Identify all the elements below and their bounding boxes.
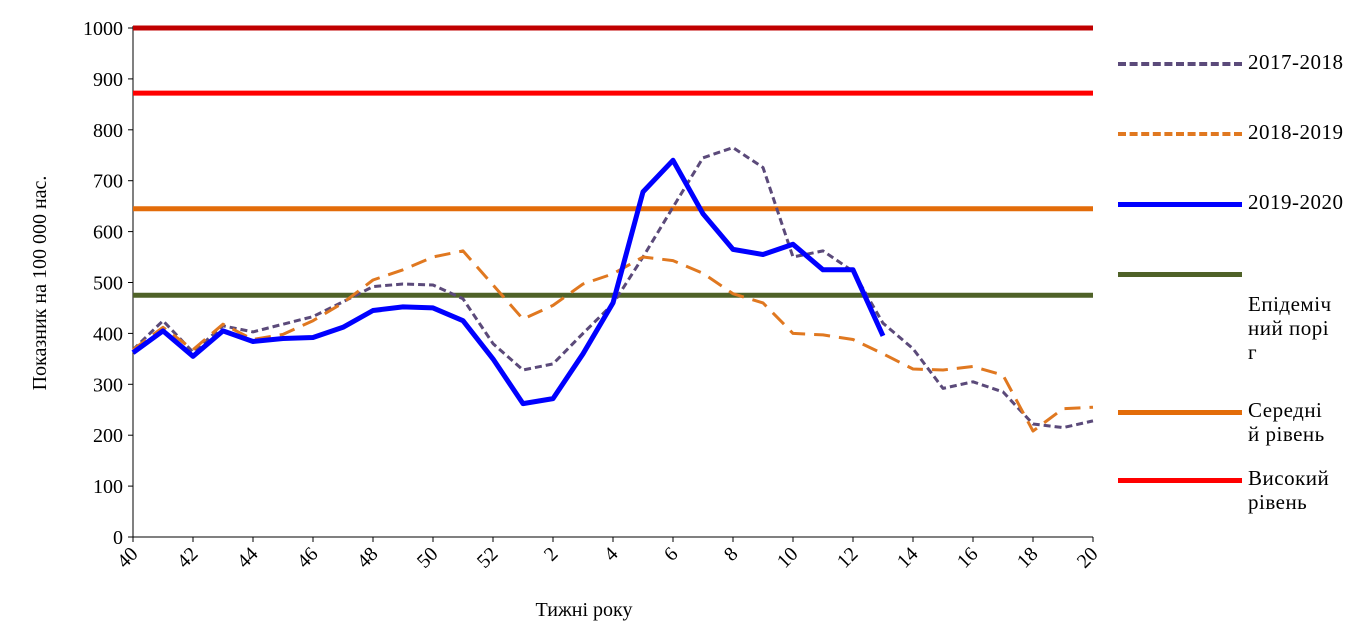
x-tick-label: 20	[1073, 543, 1103, 573]
series-line	[131, 146, 1094, 430]
x-tick-label: 6	[660, 543, 683, 566]
x-axis-title: Тижні року	[536, 599, 633, 621]
legend-label-medium: Середній рівень	[1248, 398, 1325, 446]
x-tick-label: 18	[1013, 543, 1043, 573]
x-tick-label: 2	[540, 543, 563, 566]
x-tick-label: 14	[893, 543, 923, 573]
legend-swatch-2018-2019	[1118, 132, 1242, 136]
x-tick-label: 42	[173, 543, 203, 573]
x-tick-labels: 40 42 44 46 48 50 52 2 4 6 8 10 12 14 16 18 20	[113, 537, 1103, 573]
y-axis-title: Показник на 100 000 нас.	[29, 176, 51, 391]
y-tick-label: 900	[93, 69, 123, 91]
legend-swatch-2019-2020	[1118, 202, 1242, 207]
legend-label-2017-2018: 2017-2018	[1248, 50, 1344, 74]
x-tick-label: 52	[473, 543, 503, 573]
y-tick-label: 300	[93, 374, 123, 396]
y-tick-label: 0	[113, 527, 123, 549]
x-tick-label: 4	[600, 543, 623, 566]
legend-label-2019-2020: 2019-2020	[1248, 190, 1344, 214]
series-line	[131, 157, 886, 407]
y-tick-label: 100	[93, 476, 123, 498]
x-tick-label: 10	[773, 543, 803, 573]
legend-swatch-threshold	[1118, 272, 1242, 277]
reference-lines	[133, 25, 1093, 298]
legend-swatch-medium	[1118, 410, 1242, 415]
x-tick-label: 50	[413, 543, 443, 573]
y-tick-label: 600	[93, 222, 123, 244]
x-tick-label: 8	[720, 543, 743, 566]
y-tick-label: 200	[93, 425, 123, 447]
y-tick-label: 400	[93, 323, 123, 345]
x-tick-label: 16	[953, 543, 983, 573]
legend-label-2018-2019: 2018-2019	[1248, 120, 1344, 144]
legend-label-threshold: Епідемічний поріг	[1248, 292, 1332, 364]
chart-axes	[132, 26, 1093, 538]
series-line	[132, 249, 1094, 433]
legend-swatch-high	[1118, 478, 1242, 483]
data-series	[131, 146, 1094, 433]
y-tick-label: 800	[93, 120, 123, 142]
x-tick-label: 44	[233, 543, 263, 573]
y-tick-label: 1000	[83, 18, 123, 40]
y-tick-label: 500	[93, 273, 123, 295]
legend-swatch-2017-2018	[1118, 62, 1242, 66]
x-tick-label: 46	[293, 543, 323, 573]
legend-label-high: Високий рівень	[1248, 466, 1330, 514]
y-tick-labels: 0 100 200 300 400 500 600 700 800 900 1000	[83, 18, 133, 549]
x-tick-label: 48	[353, 543, 383, 573]
x-tick-label: 12	[833, 543, 863, 573]
y-tick-label: 700	[93, 171, 123, 193]
